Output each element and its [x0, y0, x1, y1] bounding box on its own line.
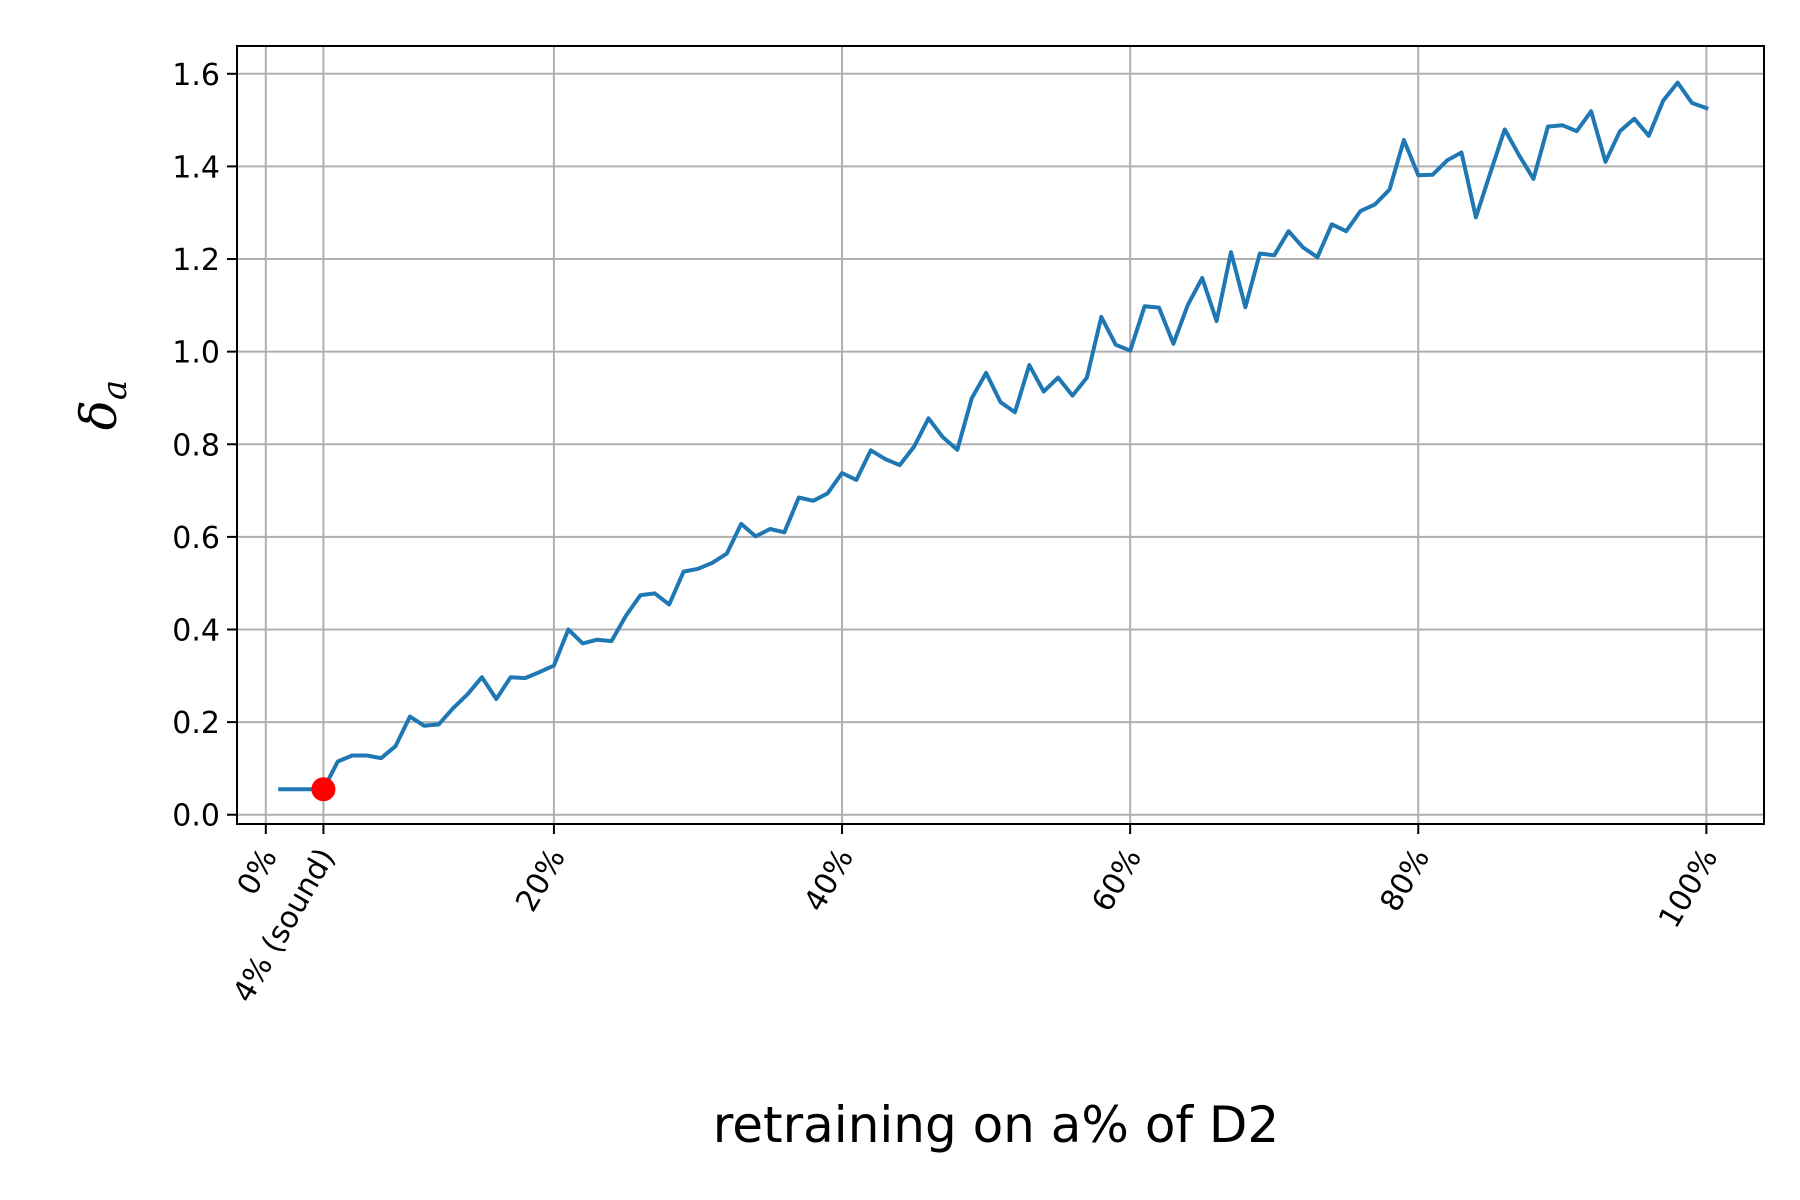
series-layer [278, 80, 1709, 802]
y-axis-label-main: δ [70, 400, 128, 430]
plot-frame [236, 45, 1765, 825]
y-tick-label: 1.6 [172, 58, 220, 93]
y-axis-label: δa [70, 380, 135, 430]
series-line [278, 80, 1709, 792]
highlight-point [311, 777, 336, 802]
y-tick-label: 0.8 [172, 428, 220, 463]
y-tick-label: 0.2 [172, 706, 220, 741]
y-axis-label-sub: a [95, 380, 135, 400]
y-tick-label: 1.4 [172, 150, 220, 185]
y-tick-label: 1.2 [172, 243, 220, 278]
y-tick-label: 1.0 [172, 336, 220, 371]
y-tick-label: 0.0 [172, 799, 220, 834]
y-tick-label: 0.6 [172, 521, 220, 556]
ticks [227, 72, 1708, 834]
y-tick-label: 0.4 [172, 614, 220, 649]
x-axis-label: retraining on a% of D2 [713, 1096, 1279, 1154]
